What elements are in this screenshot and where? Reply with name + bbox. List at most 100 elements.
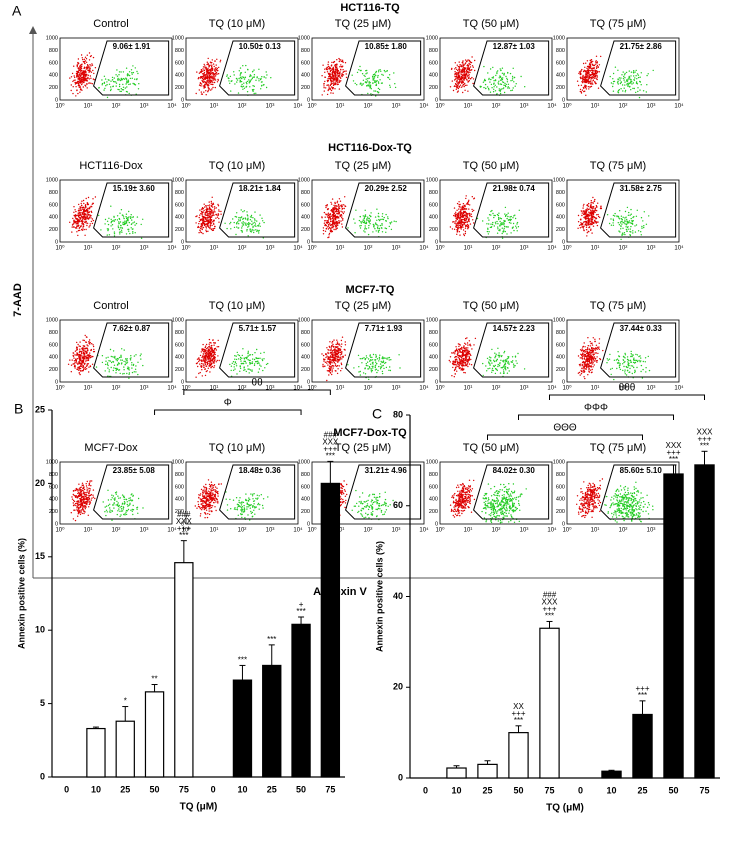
red-dot (202, 215, 204, 218)
red-dot (84, 367, 87, 369)
red-dot (587, 68, 589, 71)
green-dot (372, 365, 374, 367)
red-dot (457, 215, 460, 218)
green-dot (369, 214, 371, 217)
red-dot (72, 352, 75, 354)
red-dot (456, 224, 459, 226)
red-dot (76, 349, 78, 351)
red-dot (83, 76, 86, 79)
red-dot (82, 359, 85, 361)
green-dot (626, 230, 628, 232)
red-dot (330, 73, 332, 76)
red-dot (589, 64, 592, 66)
red-dot (74, 215, 77, 217)
green-dot (347, 364, 349, 366)
green-dot (250, 75, 252, 77)
green-dot (634, 231, 637, 233)
green-dot (382, 74, 384, 76)
red-dot (458, 74, 460, 76)
green-dot (496, 220, 498, 223)
red-dot (332, 82, 334, 84)
green-dot (358, 69, 360, 71)
red-dot (87, 68, 89, 70)
green-dot (502, 81, 505, 84)
green-dot (258, 368, 261, 370)
red-dot (86, 359, 88, 362)
green-dot (118, 85, 121, 88)
red-dot (323, 358, 325, 361)
red-dot (587, 80, 590, 82)
green-dot (508, 87, 511, 89)
red-dot (468, 208, 470, 210)
red-dot (325, 228, 327, 230)
green-dot (487, 72, 489, 74)
red-dot (467, 90, 469, 92)
green-dot (263, 84, 265, 86)
red-dot (81, 355, 83, 357)
flow-y-tick: 600 (175, 202, 184, 208)
green-dot (113, 364, 116, 366)
red-dot (458, 71, 460, 73)
green-dot (506, 233, 508, 235)
green-dot (124, 220, 126, 222)
red-dot (213, 360, 216, 362)
green-dot (108, 369, 111, 371)
red-dot (81, 206, 84, 209)
green-dot (359, 65, 361, 68)
green-dot (104, 363, 107, 366)
green-dot (233, 221, 235, 224)
red-dot (340, 362, 342, 364)
green-dot (253, 76, 255, 78)
red-dot (220, 213, 222, 215)
red-dot (209, 347, 212, 349)
green-dot (365, 355, 368, 357)
red-dot (587, 86, 589, 88)
red-dot (211, 196, 213, 198)
red-dot (93, 72, 95, 75)
green-dot (510, 215, 512, 218)
red-dot (332, 208, 335, 210)
red-dot (338, 365, 340, 367)
green-dot (373, 90, 375, 92)
red-dot (345, 70, 347, 72)
green-dot (504, 215, 507, 218)
red-dot (334, 365, 337, 367)
green-dot (247, 68, 249, 71)
red-dot (587, 205, 589, 208)
red-dot (596, 76, 599, 78)
green-dot (238, 70, 240, 72)
green-dot (618, 218, 621, 220)
green-dot (627, 83, 630, 86)
red-dot (81, 356, 84, 359)
green-dot (242, 221, 244, 223)
red-dot (210, 215, 212, 217)
red-dot (325, 68, 328, 71)
green-dot (234, 355, 236, 357)
red-dot (94, 67, 97, 69)
red-dot (339, 344, 341, 346)
red-dot (321, 353, 323, 355)
red-dot (332, 75, 334, 77)
green-dot (239, 67, 242, 69)
green-dot (366, 357, 368, 359)
green-dot (624, 91, 626, 93)
green-dot (626, 84, 628, 86)
green-dot (371, 359, 374, 361)
green-dot (237, 354, 239, 356)
green-dot (507, 83, 510, 86)
red-dot (213, 65, 215, 68)
red-dot (74, 350, 77, 352)
green-dot (373, 73, 376, 76)
red-dot (218, 359, 220, 362)
red-dot (73, 221, 75, 224)
red-dot (594, 82, 597, 85)
red-dot (592, 196, 594, 199)
red-dot (594, 72, 596, 75)
red-dot (204, 368, 206, 371)
red-dot (79, 345, 82, 348)
flow-x-tick: 10³ (520, 104, 529, 110)
green-dot (385, 227, 388, 230)
green-dot (246, 230, 248, 232)
green-dot (255, 225, 257, 227)
green-dot (512, 67, 514, 70)
